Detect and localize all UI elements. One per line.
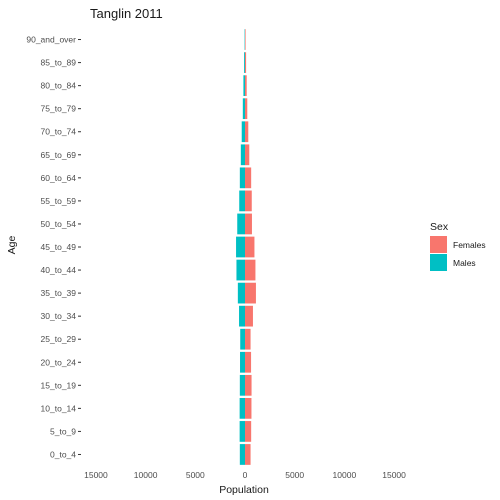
bar-females-55_to_59: [245, 190, 252, 212]
bar-males-30_to_34: [239, 305, 245, 327]
bar-males-65_to_69: [240, 144, 245, 166]
bar-males-15_to_19: [239, 374, 245, 396]
y-tick-label: 90_and_over: [26, 35, 76, 45]
bar-males-70_to_74: [241, 121, 245, 143]
bar-females-80_to_84: [245, 75, 247, 97]
legend-title: Sex: [430, 221, 449, 233]
bar-males-5_to_9: [239, 421, 245, 442]
bar-females-0_to_4: [245, 444, 251, 465]
y-tick-label: 75_to_79: [41, 104, 77, 114]
bar-males-40_to_44: [236, 259, 245, 281]
y-tick-label: 0_to_4: [50, 449, 76, 459]
legend-key-males: [430, 254, 447, 271]
chart-title: Tanglin 2011: [90, 6, 163, 21]
y-axis-label: Age: [6, 236, 18, 255]
y-tick-label: 15_to_19: [41, 380, 77, 390]
bar-males-20_to_24: [240, 351, 245, 373]
bar-males-80_to_84: [243, 75, 245, 97]
bar-males-25_to_29: [240, 328, 245, 350]
bar-males-60_to_64: [239, 167, 245, 189]
y-tick-label: 50_to_54: [41, 219, 77, 229]
x-tick-label: 5000: [186, 470, 205, 480]
bar-females-85_to_89: [245, 52, 247, 73]
x-tick-label: 15000: [84, 470, 108, 480]
bar-females-20_to_24: [245, 351, 252, 373]
bar-females-60_to_64: [245, 167, 252, 189]
bar-males-10_to_14: [239, 397, 245, 419]
x-tick-label: 10000: [134, 470, 158, 480]
bar-males-35_to_39: [237, 282, 245, 304]
y-tick-label: 85_to_89: [41, 58, 77, 68]
x-axis-label: Population: [219, 484, 269, 496]
y-tick-label: 5_to_9: [50, 426, 76, 436]
y-tick-label: 20_to_24: [41, 357, 77, 367]
legend-label-males: Males: [453, 258, 476, 268]
bar-females-50_to_54: [245, 213, 252, 235]
bar-females-70_to_74: [245, 121, 249, 143]
bar-males-45_to_49: [236, 236, 245, 258]
bar-males-85_to_89: [244, 52, 245, 73]
y-tick-label: 70_to_74: [41, 127, 77, 137]
y-tick-label: 45_to_49: [41, 242, 77, 252]
bar-females-35_to_39: [245, 282, 256, 304]
bar-females-45_to_49: [245, 236, 255, 258]
bar-males-75_to_79: [242, 98, 245, 120]
y-tick-label: 80_to_84: [41, 81, 77, 91]
x-axis-ticks: 15000 10000 5000 0 5000 10000 15000: [84, 470, 406, 480]
bar-males-50_to_54: [237, 213, 245, 235]
legend-key-females: [430, 236, 447, 253]
legend-label-females: Females: [453, 240, 486, 250]
y-axis-ticks: 0_to_4 5_to_9 10_to_14 15_to_19 20_to_24 25_t…: [26, 35, 81, 459]
y-tick-label: 25_to_29: [41, 334, 77, 344]
y-tick-label: 40_to_44: [41, 265, 77, 275]
bar-females-10_to_14: [245, 397, 252, 419]
y-tick-label: 60_to_64: [41, 173, 77, 183]
bar-females-90_and_over: [245, 29, 246, 50]
bar-females-75_to_79: [245, 98, 248, 120]
y-tick-label: 30_to_34: [41, 311, 77, 321]
bar-females-5_to_9: [245, 421, 252, 442]
x-tick-label: 15000: [382, 470, 406, 480]
bar-males-55_to_59: [239, 190, 245, 212]
y-tick-label: 35_to_39: [41, 288, 77, 298]
bar-females-40_to_44: [245, 259, 256, 281]
bar-males-0_to_4: [239, 444, 245, 465]
x-tick-label: 0: [243, 470, 248, 480]
y-tick-label: 55_to_59: [41, 196, 77, 206]
bar-females-15_to_19: [245, 374, 252, 396]
bars-group: [236, 29, 256, 465]
bar-females-65_to_69: [245, 144, 250, 166]
bar-females-30_to_34: [245, 305, 253, 327]
y-tick-label: 65_to_69: [41, 150, 77, 160]
legend: Sex Females Males: [430, 221, 486, 271]
bar-females-25_to_29: [245, 328, 251, 350]
x-tick-label: 10000: [333, 470, 357, 480]
x-tick-label: 5000: [285, 470, 304, 480]
y-tick-label: 10_to_14: [41, 403, 77, 413]
